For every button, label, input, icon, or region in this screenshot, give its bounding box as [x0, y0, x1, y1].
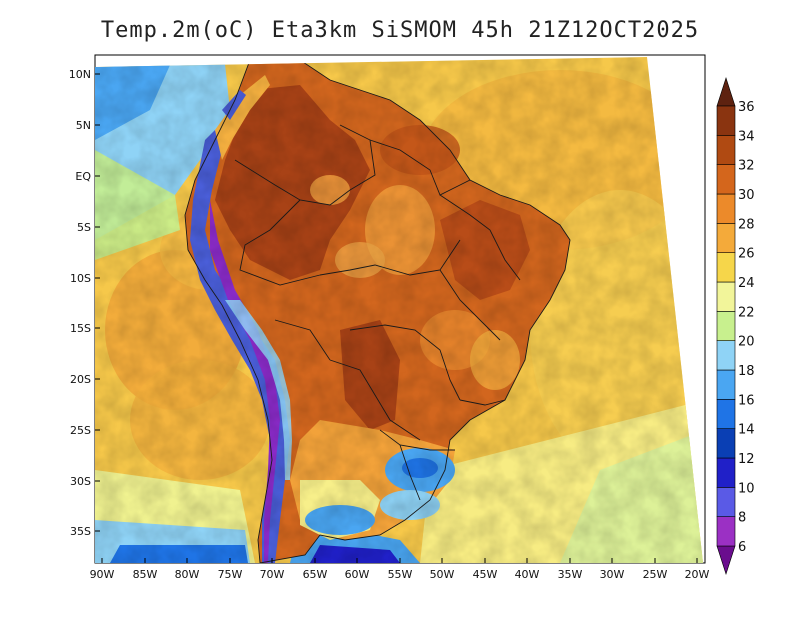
- colorbar-label: 20: [738, 335, 755, 350]
- colorbar-label: 28: [738, 217, 755, 232]
- colorbar-segment: [716, 399, 736, 429]
- lat-label: 35S: [70, 525, 91, 538]
- lon-label: 45W: [473, 568, 498, 581]
- colorbar: 6 8 10 12 14 16 18 20 22 24 26 28 30 32 34 36: [716, 77, 755, 575]
- lat-label: 10S: [70, 272, 91, 285]
- colorbar-label: 34: [738, 129, 755, 144]
- country-borders: [184, 59, 571, 563]
- lon-label: 70W: [260, 568, 285, 581]
- colorbar-label: 6: [738, 540, 746, 555]
- lon-label: 35W: [558, 568, 583, 581]
- lon-label: 60W: [345, 568, 370, 581]
- lon-label: 30W: [600, 568, 625, 581]
- colorbar-label: 16: [738, 393, 755, 408]
- lon-label: 25W: [643, 568, 668, 581]
- lat-label: 30S: [70, 475, 91, 488]
- temperature-field: [95, 57, 703, 563]
- lat-label: 5S: [77, 221, 91, 234]
- colorbar-segment: [716, 281, 736, 312]
- colorbar-label: 18: [738, 364, 755, 379]
- colorbar-label: 22: [738, 305, 755, 320]
- colorbar-label: 26: [738, 247, 755, 262]
- colorbar-top-arrow: [716, 77, 736, 107]
- colorbar-segment: [716, 105, 736, 136]
- lat-label: 25S: [70, 424, 91, 437]
- lon-label: 20W: [685, 568, 710, 581]
- lat-label: 15S: [70, 322, 91, 335]
- colorbar-label: 14: [738, 423, 755, 438]
- colorbar-segment: [716, 164, 736, 195]
- lon-axis: 90W 85W 80W 75W 70W 65W 60W 55W 50W 45W …: [90, 558, 710, 581]
- colorbar-segment: [716, 252, 736, 283]
- colorbar-label: 10: [738, 481, 755, 496]
- colorbar-segment: [716, 311, 736, 341]
- lat-label: EQ: [75, 170, 91, 183]
- colorbar-segment: [716, 340, 736, 371]
- lat-label: 20S: [70, 373, 91, 386]
- lon-label: 80W: [175, 568, 200, 581]
- colorbar-segment: [716, 457, 736, 488]
- lon-label: 50W: [430, 568, 455, 581]
- lat-label: 5N: [76, 119, 91, 132]
- colorbar-bottom-arrow: [716, 545, 736, 575]
- colorbar-label: 32: [738, 159, 755, 174]
- map-title: Temp.2m(oC) Eta3km SiSMOM 45h 21Z12OCT20…: [100, 18, 700, 43]
- colorbar-label: 36: [738, 100, 755, 115]
- lon-label: 55W: [388, 568, 413, 581]
- colorbar-segment: [716, 223, 736, 253]
- colorbar-label: 30: [738, 188, 755, 203]
- colorbar-label: 8: [738, 511, 746, 526]
- colorbar-label: 12: [738, 452, 755, 467]
- lon-label: 40W: [515, 568, 540, 581]
- colorbar-label: 24: [738, 276, 755, 291]
- lon-label: 65W: [303, 568, 328, 581]
- lat-label: 10N: [69, 68, 91, 81]
- colorbar-segment: [716, 428, 736, 459]
- lon-label: 85W: [133, 568, 158, 581]
- lon-label: 90W: [90, 568, 115, 581]
- lon-label: 75W: [218, 568, 243, 581]
- colorbar-segment: [716, 369, 736, 400]
- colorbar-segment: [716, 516, 736, 547]
- lat-axis: 10N 5N EQ 5S 10S 15S 20S 25S 30S 35S: [69, 68, 100, 538]
- colorbar-segment: [716, 135, 736, 165]
- colorbar-segment: [716, 487, 736, 517]
- colorbar-segment: [716, 193, 736, 224]
